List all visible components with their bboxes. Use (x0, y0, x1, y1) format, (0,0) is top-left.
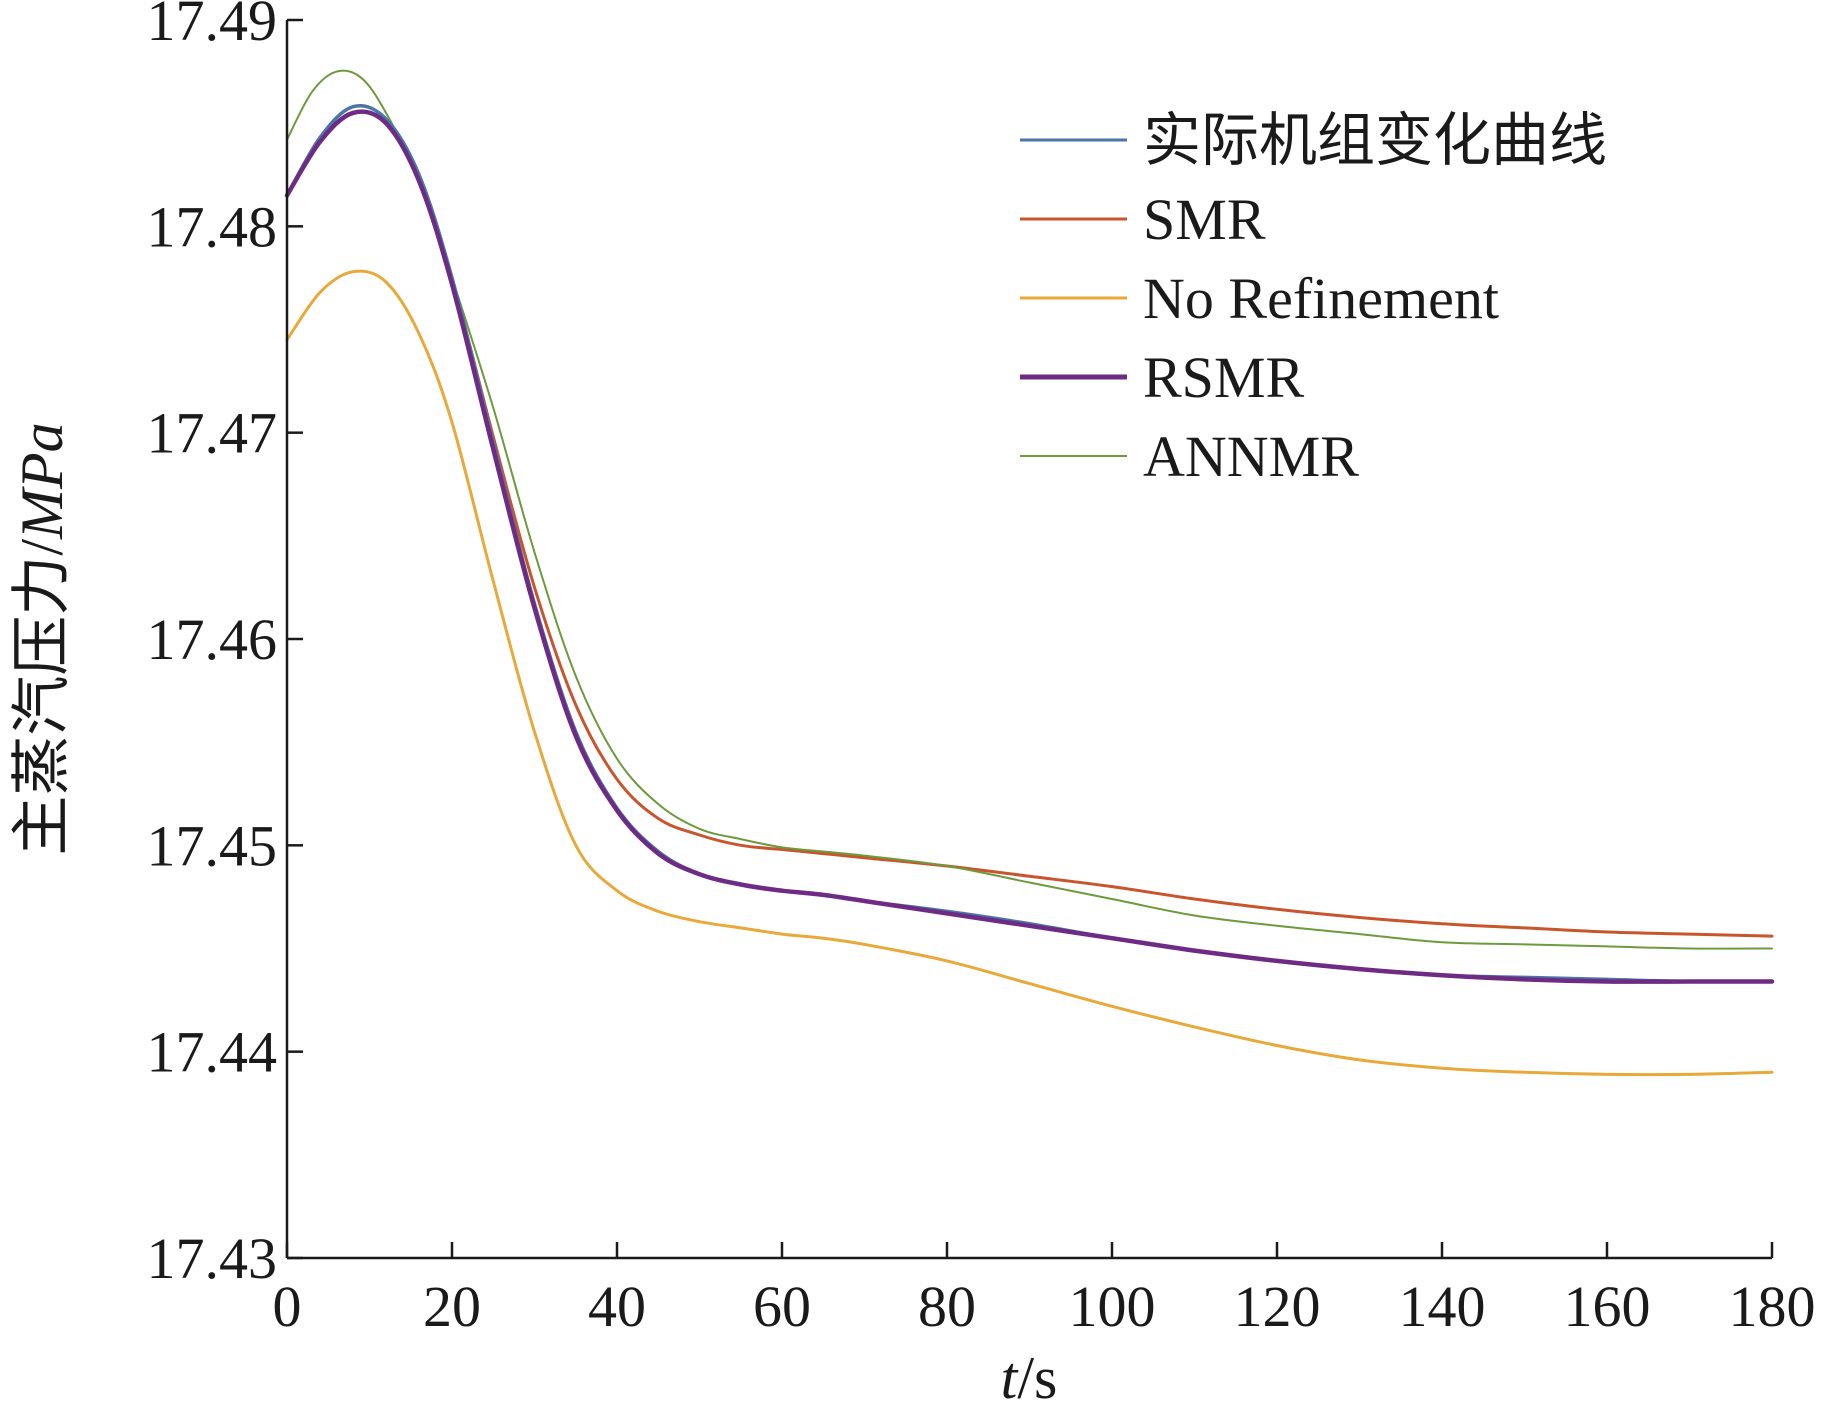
legend-label: RSMR (1143, 345, 1305, 410)
series-line-0 (285, 103, 1774, 984)
legend-label: No Refinement (1143, 266, 1499, 331)
x-tick-label: 160 (1564, 1274, 1651, 1339)
legend-label: SMR (1143, 187, 1266, 252)
legend: 实际机组变化曲线 SMR No Refinement RSMR ANNMR (1020, 108, 1607, 489)
x-tick-label: 80 (918, 1274, 976, 1339)
x-tick-label: 40 (588, 1274, 646, 1339)
y-tick-label: 17.44 (147, 1020, 278, 1085)
series-line-1 (285, 110, 1774, 938)
y-axis-title: 主蒸汽压力/MPa (9, 422, 75, 855)
ticks: 0 20 40 60 80 100 120 140 160 180 17.43 17.44 17.45 1… (147, 0, 1816, 1339)
x-tick-label: 60 (753, 1274, 811, 1339)
y-tick-label: 17.45 (147, 813, 278, 878)
x-tick-label: 180 (1729, 1274, 1816, 1339)
x-tick-label: 20 (423, 1274, 481, 1339)
y-tick-label: 17.47 (147, 401, 278, 466)
y-tick-label: 17.48 (147, 194, 278, 259)
series-line-2 (285, 269, 1774, 1077)
x-tick-label: 0 (273, 1274, 302, 1339)
x-tick-label: 100 (1069, 1274, 1156, 1339)
plot-lines (284, 69, 1775, 1077)
y-tick-label: 17.46 (147, 607, 278, 672)
legend-label: ANNMR (1143, 424, 1359, 489)
series-line-3 (284, 109, 1775, 984)
legend-label: 实际机组变化曲线 (1143, 108, 1607, 173)
x-tick-label: 120 (1234, 1274, 1321, 1339)
y-tick-label: 17.49 (147, 0, 278, 53)
y-tick-label: 17.43 (147, 1226, 278, 1291)
x-tick-label: 140 (1399, 1274, 1486, 1339)
x-axis-title: t/s (1001, 1345, 1058, 1406)
